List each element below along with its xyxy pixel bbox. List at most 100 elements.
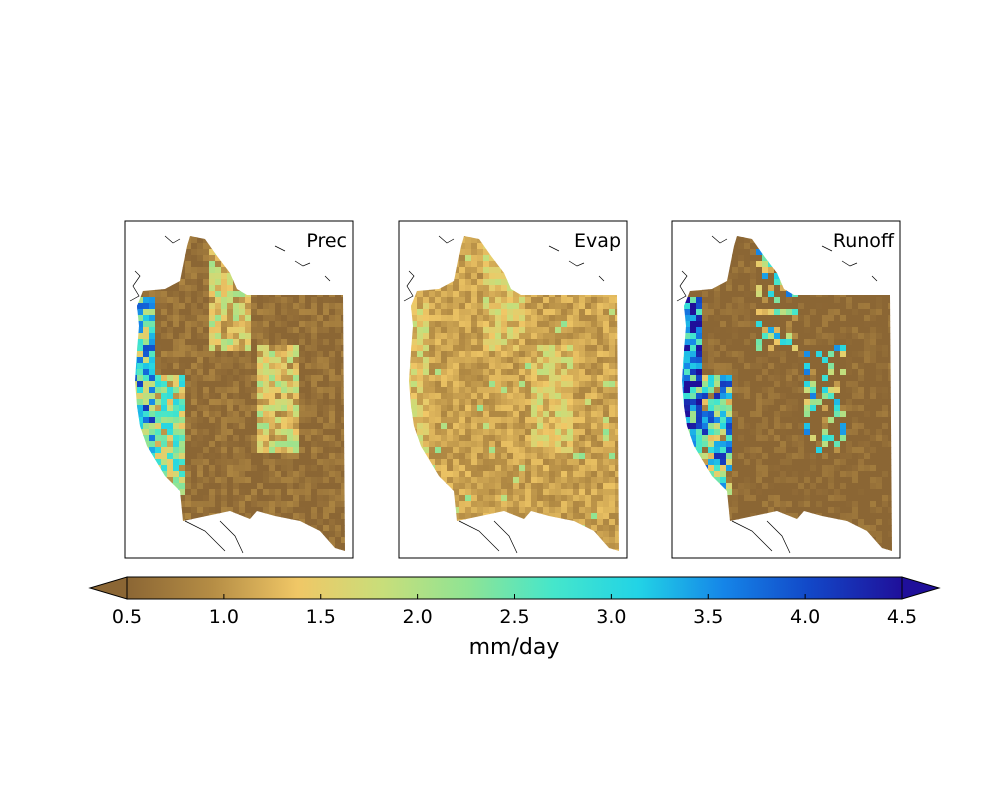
grid-cell [275, 477, 282, 484]
grid-cell [317, 297, 324, 304]
grid-cell [155, 387, 162, 394]
grid-cell [720, 339, 727, 346]
grid-cell [293, 483, 300, 490]
grid-cell [858, 333, 865, 340]
grid-cell [245, 405, 252, 412]
grid-cell [597, 297, 604, 304]
grid-cell [531, 375, 538, 382]
grid-cell [317, 423, 324, 430]
grid-cell [501, 309, 508, 316]
grid-cell [513, 501, 520, 508]
grid-cell [459, 453, 466, 460]
grid-cell [417, 411, 424, 418]
grid-cell [435, 321, 442, 328]
grid-cell [597, 315, 604, 322]
grid-cell [750, 249, 757, 256]
grid-cell [341, 435, 345, 442]
grid-cell [786, 351, 793, 358]
grid-cell [840, 327, 847, 334]
grid-cell [317, 489, 324, 496]
grid-cell [834, 315, 841, 322]
grid-cell [720, 369, 727, 376]
grid-cell [239, 363, 246, 370]
grid-cell [179, 327, 186, 334]
grid-cell [429, 327, 436, 334]
grid-cell [209, 309, 216, 316]
grid-cell [477, 309, 484, 316]
grid-cell [447, 339, 454, 346]
grid-cell [738, 249, 745, 256]
grid-cell [495, 459, 502, 466]
grid-cell [537, 441, 544, 448]
grid-cell [684, 399, 691, 406]
grid-cell [299, 339, 306, 346]
grid-cell [579, 321, 586, 328]
grid-cell [317, 309, 324, 316]
grid-cell [519, 321, 526, 328]
grid-cell [756, 267, 763, 274]
grid-cell [543, 483, 550, 490]
grid-cell [341, 447, 345, 454]
grid-cell [417, 417, 424, 424]
grid-cell [720, 399, 727, 406]
grid-cell [585, 453, 592, 460]
grid-cell [221, 279, 228, 286]
grid-cell [543, 477, 550, 484]
grid-cell [341, 339, 345, 346]
grid-cell [714, 399, 721, 406]
grid-cell [257, 501, 264, 508]
grid-cell [137, 393, 144, 400]
grid-cell [762, 393, 769, 400]
grid-cell [215, 495, 222, 502]
grid-cell [513, 387, 520, 394]
grid-cell [335, 351, 342, 358]
grid-cell [501, 459, 508, 466]
grid-cell [750, 339, 757, 346]
grid-cell [459, 327, 466, 334]
grid-cell [537, 411, 544, 418]
grid-cell [411, 303, 418, 310]
grid-cell [323, 465, 330, 472]
grid-cell [185, 261, 192, 268]
grid-cell [233, 357, 240, 364]
grid-cell [726, 303, 733, 310]
grid-cell [744, 285, 751, 292]
grid-cell [435, 339, 442, 346]
grid-cell [828, 405, 835, 412]
grid-cell [209, 291, 216, 298]
grid-cell [191, 417, 198, 424]
grid-cell [269, 393, 276, 400]
grid-cell [191, 441, 198, 448]
grid-cell [519, 453, 526, 460]
grid-cell [816, 351, 823, 358]
grid-cell [423, 297, 430, 304]
grid-cell [726, 297, 733, 304]
grid-cell [531, 459, 538, 466]
grid-cell [299, 333, 306, 340]
grid-cell [876, 369, 883, 376]
grid-cell [495, 423, 502, 430]
grid-cell [209, 483, 216, 490]
grid-cell [549, 321, 556, 328]
grid-cell [185, 315, 192, 322]
grid-cell [221, 381, 228, 388]
grid-cell [341, 345, 345, 352]
grid-cell [810, 405, 817, 412]
grid-cell [489, 459, 496, 466]
grid-cell [137, 327, 144, 334]
grid-cell [197, 405, 204, 412]
grid-cell [531, 393, 538, 400]
grid-cell [501, 477, 508, 484]
grid-cell [191, 285, 198, 292]
grid-cell [323, 393, 330, 400]
grid-cell [567, 357, 574, 364]
grid-cell [501, 495, 508, 502]
grid-cell [768, 297, 775, 304]
grid-cell [888, 375, 892, 382]
grid-cell [888, 333, 892, 340]
grid-cell [221, 507, 228, 514]
grid-cell [257, 399, 264, 406]
grid-cell [603, 405, 610, 412]
grid-cell [852, 369, 859, 376]
grid-cell [221, 459, 228, 466]
